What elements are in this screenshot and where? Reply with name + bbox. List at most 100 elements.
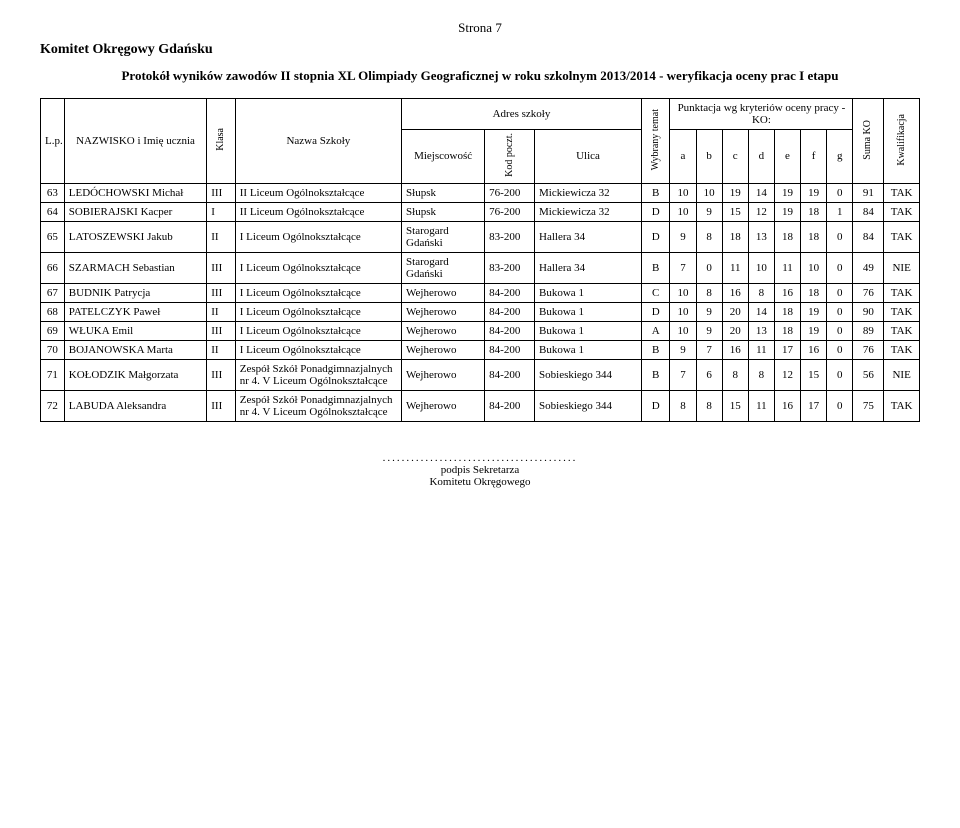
col-scoring-group: Punktacja wg kryteriów oceny pracy - KO: — [670, 99, 853, 130]
cell-kwal: NIE — [884, 252, 920, 283]
cell-b: 0 — [696, 252, 722, 283]
page-number: Strona 7 — [40, 20, 920, 36]
cell-name: BOJANOWSKA Marta — [64, 340, 207, 359]
cell-klasa: III — [207, 390, 236, 421]
cell-kwal: TAK — [884, 302, 920, 321]
table-row: 68PATELCZYK PawełIII Liceum Ogólnokształ… — [41, 302, 920, 321]
cell-e: 18 — [774, 321, 800, 340]
cell-school: II Liceum Ogólnokształcące — [235, 183, 401, 202]
cell-ulica: Bukowa 1 — [535, 340, 642, 359]
cell-name: LABUDA Aleksandra — [64, 390, 207, 421]
cell-f: 19 — [801, 321, 827, 340]
cell-suma: 84 — [853, 221, 884, 252]
cell-e: 12 — [774, 359, 800, 390]
col-g: g — [827, 130, 853, 184]
cell-d: 14 — [748, 302, 774, 321]
cell-f: 18 — [801, 283, 827, 302]
cell-suma: 91 — [853, 183, 884, 202]
col-city: Miejscowość — [402, 130, 485, 184]
cell-e: 16 — [774, 283, 800, 302]
cell-d: 11 — [748, 390, 774, 421]
cell-g: 0 — [827, 340, 853, 359]
cell-e: 11 — [774, 252, 800, 283]
cell-klasa: II — [207, 221, 236, 252]
cell-c: 15 — [722, 202, 748, 221]
table-row: 65LATOSZEWSKI JakubIII Liceum Ogólnokszt… — [41, 221, 920, 252]
table-row: 71KOŁODZIK MałgorzataIIIZespół Szkół Pon… — [41, 359, 920, 390]
cell-school: II Liceum Ogólnokształcące — [235, 202, 401, 221]
cell-name: LEDÓCHOWSKI Michał — [64, 183, 207, 202]
cell-f: 16 — [801, 340, 827, 359]
cell-klasa: II — [207, 340, 236, 359]
cell-b: 10 — [696, 183, 722, 202]
col-e: e — [774, 130, 800, 184]
cell-e: 18 — [774, 221, 800, 252]
col-kod: Kod poczt. — [485, 130, 535, 184]
cell-d: 14 — [748, 183, 774, 202]
col-lp: L.p. — [41, 99, 65, 184]
cell-city: Starogard Gdański — [402, 221, 485, 252]
cell-name: SZARMACH Sebastian — [64, 252, 207, 283]
cell-school: I Liceum Ogólnokształcące — [235, 221, 401, 252]
cell-school: I Liceum Ogólnokształcące — [235, 302, 401, 321]
cell-lp: 67 — [41, 283, 65, 302]
cell-a: 7 — [670, 252, 696, 283]
signature-block: ........................................… — [40, 452, 920, 488]
cell-temat: D — [641, 302, 670, 321]
cell-lp: 69 — [41, 321, 65, 340]
cell-city: Wejherowo — [402, 283, 485, 302]
cell-ulica: Bukowa 1 — [535, 283, 642, 302]
cell-c: 19 — [722, 183, 748, 202]
cell-d: 11 — [748, 340, 774, 359]
cell-school: I Liceum Ogólnokształcące — [235, 252, 401, 283]
table-row: 63LEDÓCHOWSKI MichałIIIII Liceum Ogólnok… — [41, 183, 920, 202]
cell-a: 9 — [670, 340, 696, 359]
col-address-group: Adres szkoły — [402, 99, 642, 130]
cell-klasa: III — [207, 283, 236, 302]
cell-c: 8 — [722, 359, 748, 390]
cell-kod: 84-200 — [485, 390, 535, 421]
col-f: f — [801, 130, 827, 184]
cell-d: 10 — [748, 252, 774, 283]
cell-c: 16 — [722, 283, 748, 302]
cell-lp: 64 — [41, 202, 65, 221]
cell-b: 6 — [696, 359, 722, 390]
cell-temat: B — [641, 340, 670, 359]
cell-d: 13 — [748, 221, 774, 252]
cell-temat: A — [641, 321, 670, 340]
cell-b: 9 — [696, 302, 722, 321]
cell-ulica: Bukowa 1 — [535, 321, 642, 340]
cell-c: 20 — [722, 302, 748, 321]
protocol-title: Protokół wyników zawodów II stopnia XL O… — [40, 68, 920, 84]
col-temat: Wybrany temat — [641, 99, 670, 184]
cell-e: 19 — [774, 202, 800, 221]
cell-kod: 84-200 — [485, 302, 535, 321]
cell-klasa: I — [207, 202, 236, 221]
cell-f: 17 — [801, 390, 827, 421]
cell-a: 9 — [670, 221, 696, 252]
cell-a: 10 — [670, 321, 696, 340]
cell-c: 18 — [722, 221, 748, 252]
col-klasa: Klasa — [207, 99, 236, 184]
cell-lp: 66 — [41, 252, 65, 283]
cell-c: 16 — [722, 340, 748, 359]
cell-a: 8 — [670, 390, 696, 421]
cell-school: Zespół Szkół Ponadgimnazjalnych nr 4. V … — [235, 359, 401, 390]
cell-temat: D — [641, 390, 670, 421]
col-ulica: Ulica — [535, 130, 642, 184]
cell-name: WŁUKA Emil — [64, 321, 207, 340]
cell-suma: 90 — [853, 302, 884, 321]
cell-a: 7 — [670, 359, 696, 390]
cell-b: 9 — [696, 321, 722, 340]
cell-temat: B — [641, 252, 670, 283]
cell-temat: D — [641, 202, 670, 221]
col-school: Nazwa Szkoły — [235, 99, 401, 184]
cell-d: 12 — [748, 202, 774, 221]
cell-kod: 84-200 — [485, 321, 535, 340]
cell-school: I Liceum Ogólnokształcące — [235, 283, 401, 302]
signature-label-1: podpis Sekretarza — [40, 464, 920, 476]
table-row: 64SOBIERAJSKI KacperIII Liceum Ogólnoksz… — [41, 202, 920, 221]
cell-a: 10 — [670, 283, 696, 302]
cell-lp: 72 — [41, 390, 65, 421]
cell-g: 1 — [827, 202, 853, 221]
